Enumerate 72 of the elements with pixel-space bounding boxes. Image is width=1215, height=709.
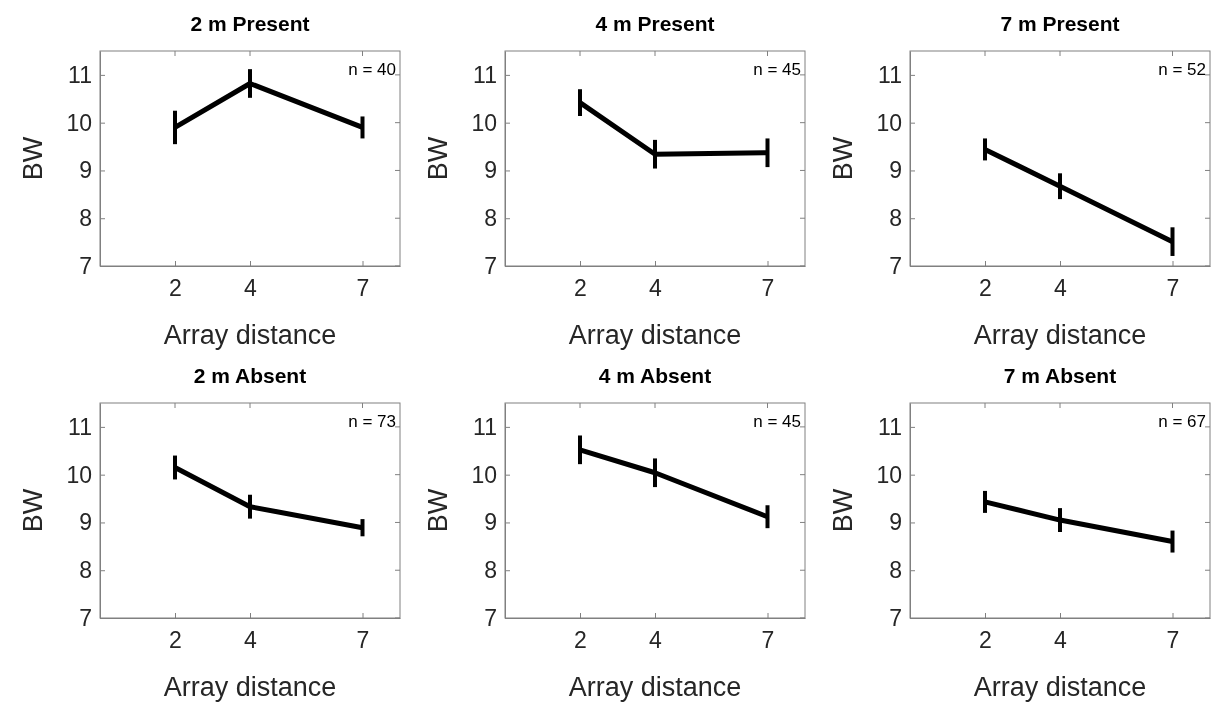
y-axis-title: BW: [423, 136, 453, 181]
x-tick-label: 7: [1166, 275, 1180, 302]
x-tick-label: 7: [356, 275, 370, 302]
annotation: n = 52: [1158, 60, 1206, 79]
y-tick-label: 11: [68, 61, 92, 88]
y-tick-label: 8: [79, 557, 92, 584]
y-tick-label: 7: [484, 252, 497, 279]
annotation: n = 40: [348, 60, 396, 79]
chart-title: 4 m Present: [595, 12, 715, 35]
y-tick-label: 8: [79, 205, 92, 232]
x-tick-label: 7: [761, 275, 775, 302]
y-axis-title: BW: [18, 136, 48, 181]
y-tick-label: 10: [876, 461, 902, 488]
chart-title: 2 m Absent: [193, 364, 307, 387]
x-axis-title: Array distance: [568, 320, 742, 350]
x-tick-label: 4: [1054, 275, 1068, 302]
y-axis-title: BW: [828, 136, 858, 181]
y-tick-label: 8: [484, 205, 497, 232]
y-tick-label: 7: [889, 252, 902, 279]
x-tick-label: 4: [649, 627, 663, 654]
annotation: n = 45: [753, 412, 801, 431]
chart-title: 4 m Absent: [598, 364, 712, 387]
chart-title: 7 m Present: [1000, 12, 1120, 35]
x-tick-label: 2: [169, 627, 182, 654]
y-tick-label: 11: [878, 61, 902, 88]
x-tick-label: 4: [244, 627, 258, 654]
y-axis-title: BW: [828, 488, 858, 533]
y-tick-label: 7: [79, 604, 92, 631]
y-tick-label: 10: [66, 109, 92, 136]
x-tick-label: 2: [169, 275, 182, 302]
x-tick-label: 2: [979, 627, 992, 654]
x-axis-title: Array distance: [163, 672, 337, 702]
y-axis-title: BW: [18, 488, 48, 533]
x-tick-label: 2: [574, 275, 587, 302]
y-tick-label: 10: [471, 461, 497, 488]
y-tick-label: 8: [484, 557, 497, 584]
y-tick-label: 11: [878, 413, 902, 440]
y-tick-label: 9: [889, 157, 902, 184]
y-tick-label: 11: [473, 413, 497, 440]
y-tick-label: 10: [66, 461, 92, 488]
annotation: n = 73: [348, 412, 396, 431]
y-tick-label: 9: [889, 509, 902, 536]
x-tick-label: 4: [1054, 627, 1068, 654]
y-tick-label: 7: [484, 604, 497, 631]
x-axis-title: Array distance: [973, 320, 1147, 350]
chart-title: 7 m Absent: [1003, 364, 1117, 387]
y-tick-label: 9: [484, 509, 497, 536]
y-tick-label: 11: [68, 413, 92, 440]
x-tick-label: 2: [979, 275, 992, 302]
y-tick-label: 8: [889, 205, 902, 232]
chart-title: 2 m Present: [190, 12, 310, 35]
x-tick-label: 7: [761, 627, 775, 654]
y-tick-label: 8: [889, 557, 902, 584]
y-tick-label: 11: [473, 61, 497, 88]
x-axis-title: Array distance: [568, 672, 742, 702]
y-tick-label: 7: [79, 252, 92, 279]
y-tick-label: 9: [79, 509, 92, 536]
y-tick-label: 10: [876, 109, 902, 136]
y-tick-label: 7: [889, 604, 902, 631]
y-tick-label: 9: [484, 157, 497, 184]
x-tick-label: 4: [244, 275, 258, 302]
x-tick-label: 4: [649, 275, 663, 302]
annotation: n = 67: [1158, 412, 1206, 431]
x-tick-label: 2: [574, 627, 587, 654]
annotation: n = 45: [753, 60, 801, 79]
x-axis-title: Array distance: [973, 672, 1147, 702]
y-tick-label: 9: [79, 157, 92, 184]
y-axis-title: BW: [423, 488, 453, 533]
x-tick-label: 7: [356, 627, 370, 654]
y-tick-label: 10: [471, 109, 497, 136]
x-tick-label: 7: [1166, 627, 1180, 654]
x-axis-title: Array distance: [163, 320, 337, 350]
